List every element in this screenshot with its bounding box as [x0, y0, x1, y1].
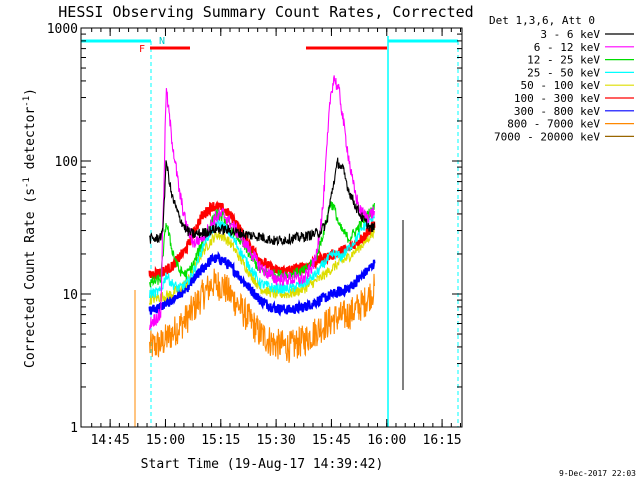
- legend-label-7: 800 - 7000 keV: [507, 118, 600, 131]
- legend-label-8: 7000 - 20000 keV: [494, 130, 600, 143]
- x-axis: 14:45 15:00 15:15 15:30 15:45 16:00 16:15: [91, 28, 462, 448]
- x-tick-label-4: 15:45: [312, 433, 351, 448]
- flare-flag-label: F: [139, 44, 145, 55]
- legend-label-5: 100 - 300 keV: [514, 92, 600, 105]
- y-tick-label-1: 10: [62, 288, 78, 303]
- timestamp: 9-Dec-2017 22:03: [559, 469, 636, 478]
- plot-frame: [80, 27, 463, 428]
- y-axis-label-sup1: -1: [22, 177, 32, 188]
- y-tick-label-0: 1: [70, 421, 78, 436]
- series-line-7: [149, 268, 375, 363]
- y-tick-label-3: 1000: [47, 22, 78, 37]
- series-line-0: [149, 157, 375, 247]
- chart-title: HESSI Observing Summary Count Rates, Cor…: [58, 3, 473, 21]
- y-axis-label-main: Corrected Count Rate (s: [23, 188, 38, 368]
- y-axis-label-mid: detector: [23, 107, 38, 178]
- y-tick-label-2: 100: [55, 155, 78, 170]
- legend-label-4: 50 - 100 keV: [521, 79, 601, 92]
- x-tick-label-0: 14:45: [91, 433, 130, 448]
- legend-label-0: 3 - 6 keV: [540, 28, 600, 41]
- y-axis-label: Corrected Count Rate (s-1 detector-1): [22, 88, 38, 368]
- x-tick-label-2: 15:15: [201, 433, 240, 448]
- y-axis-label-sup2: -1: [22, 96, 32, 107]
- legend-label-2: 12 - 25 keV: [527, 54, 600, 67]
- plot-area: FN: [81, 36, 459, 427]
- x-tick-label-3: 15:30: [257, 433, 296, 448]
- x-tick-label-5: 16:00: [367, 433, 406, 448]
- series-line-4: [149, 225, 375, 306]
- y-axis-label-end: ): [23, 88, 38, 96]
- x-tick-label-1: 15:00: [146, 433, 185, 448]
- legend-header: Det 1,3,6, Att 0: [489, 14, 595, 27]
- legend-label-1: 6 - 12 keV: [534, 41, 601, 54]
- night-flag-label: N: [159, 36, 165, 47]
- series-line-3: [149, 211, 375, 299]
- legend-label-3: 25 - 50 keV: [527, 66, 600, 79]
- x-axis-label: Start Time (19-Aug-17 14:39:42): [141, 457, 384, 472]
- y-axis: 1 10 100 1000: [47, 22, 462, 436]
- legend-label-6: 300 - 800 keV: [514, 105, 600, 118]
- x-tick-label-6: 16:15: [423, 433, 462, 448]
